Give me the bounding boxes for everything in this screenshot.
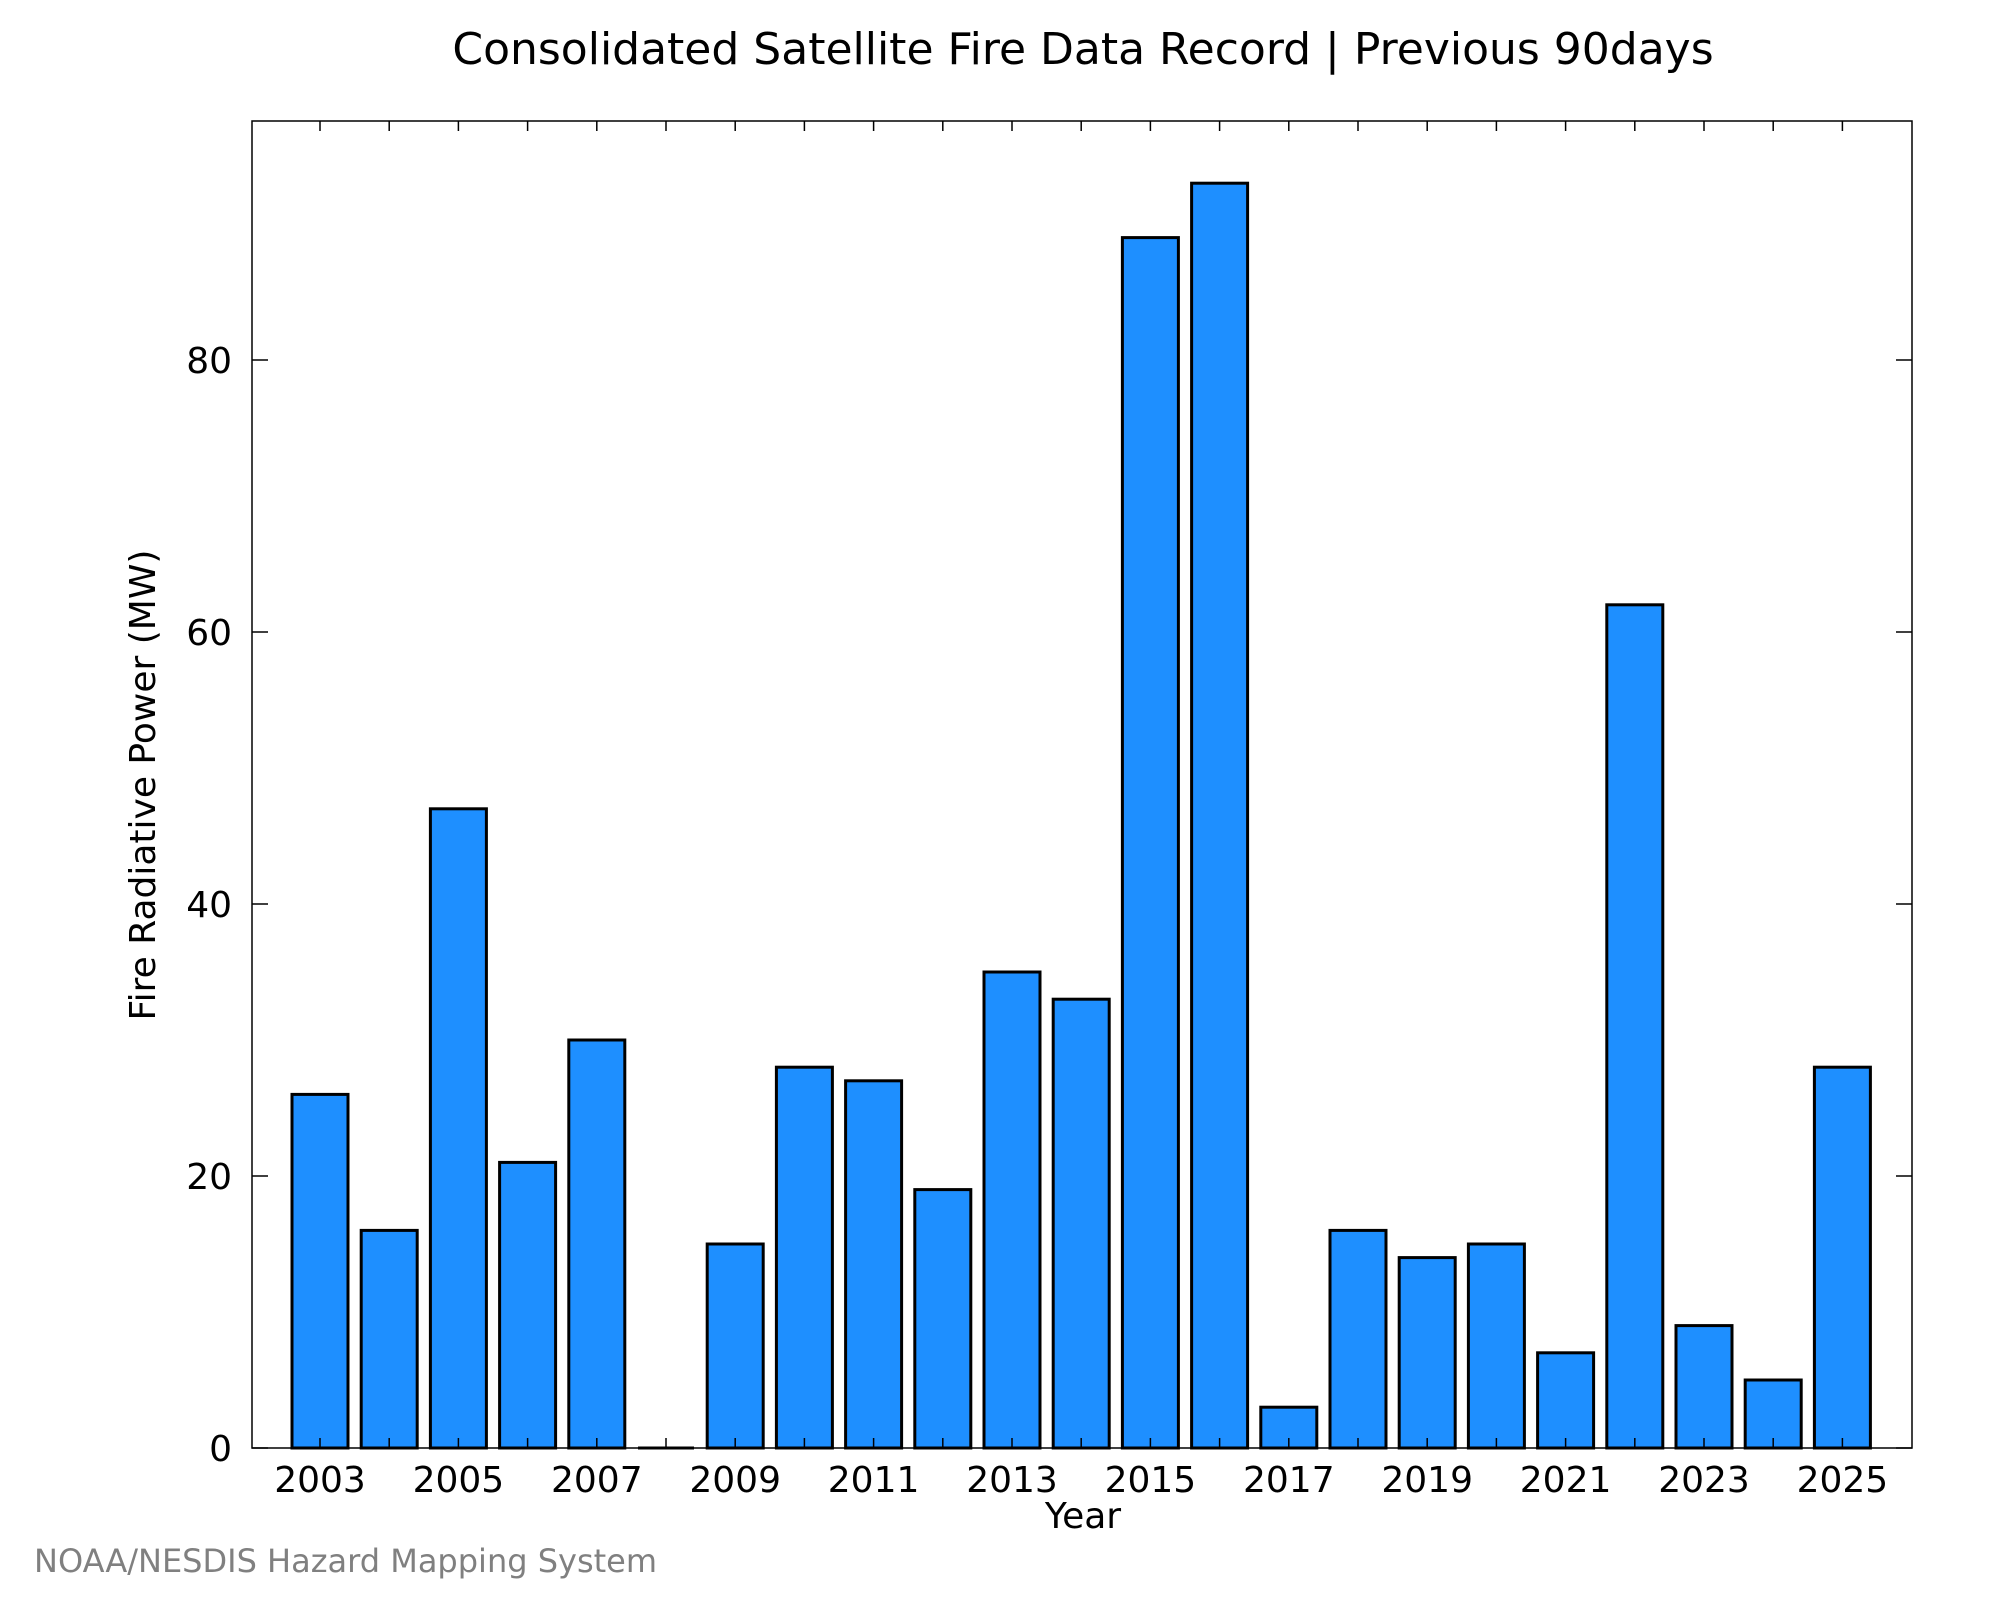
chart-title: Consolidated Satellite Fire Data Record … [452, 24, 1713, 75]
bar-2013 [982, 970, 1042, 1450]
bar-2004 [359, 1228, 419, 1450]
x-axis-label: Year [1044, 1496, 1121, 1537]
y-axis-label: Fire Radiative Power (MW) [123, 550, 164, 1021]
bar-2023 [1674, 1324, 1734, 1450]
bar-2011 [844, 1079, 904, 1450]
x-tick-label-2013: 2013 [966, 1460, 1058, 1501]
bars [290, 181, 1872, 1450]
y-tick-label-80: 80 [186, 341, 232, 382]
bar-2021 [1536, 1351, 1596, 1450]
x-tick-label-2003: 2003 [274, 1460, 366, 1501]
x-tick-label-2023: 2023 [1658, 1460, 1750, 1501]
y-tick-label-60: 60 [186, 613, 232, 654]
bar-2024 [1743, 1378, 1803, 1450]
x-tick-label-2025: 2025 [1797, 1460, 1889, 1501]
x-tick-label-2015: 2015 [1105, 1460, 1197, 1501]
bar-2012 [913, 1188, 973, 1450]
y-tick-label-40: 40 [186, 885, 232, 926]
bar-2022 [1605, 603, 1665, 1450]
bar-2020 [1466, 1242, 1526, 1450]
x-tick-label-2009: 2009 [689, 1460, 781, 1501]
x-tick-label-2011: 2011 [828, 1460, 920, 1501]
y-tick-label-0: 0 [209, 1429, 232, 1470]
x-tick-label-2005: 2005 [413, 1460, 505, 1501]
x-tick-label-2007: 2007 [551, 1460, 643, 1501]
bar-2014 [1051, 997, 1111, 1450]
plot-frame [251, 120, 1913, 1449]
bar-2009 [705, 1242, 765, 1450]
y-tick-label-20: 20 [186, 1157, 232, 1198]
bar-2016 [1190, 181, 1250, 1450]
x-tick-label-2019: 2019 [1381, 1460, 1473, 1501]
x-tick-label-2021: 2021 [1520, 1460, 1612, 1501]
axis-ticks: 0 20 40 60 80 2003 2005 2007 2009 2011 2013 2015 201… [186, 121, 1912, 1501]
bar-2007 [567, 1038, 627, 1450]
bar-2018 [1328, 1228, 1388, 1450]
bar-2003 [290, 1092, 350, 1450]
bar-2006 [498, 1160, 558, 1450]
x-tick-label-2017: 2017 [1243, 1460, 1335, 1501]
bar-2019 [1397, 1256, 1457, 1450]
credit-text: NOAA/NESDIS Hazard Mapping System [34, 1542, 657, 1580]
bar-2005 [428, 807, 488, 1450]
bar-2010 [774, 1065, 834, 1450]
bar-2015 [1120, 236, 1180, 1450]
bar-2025 [1812, 1065, 1872, 1450]
